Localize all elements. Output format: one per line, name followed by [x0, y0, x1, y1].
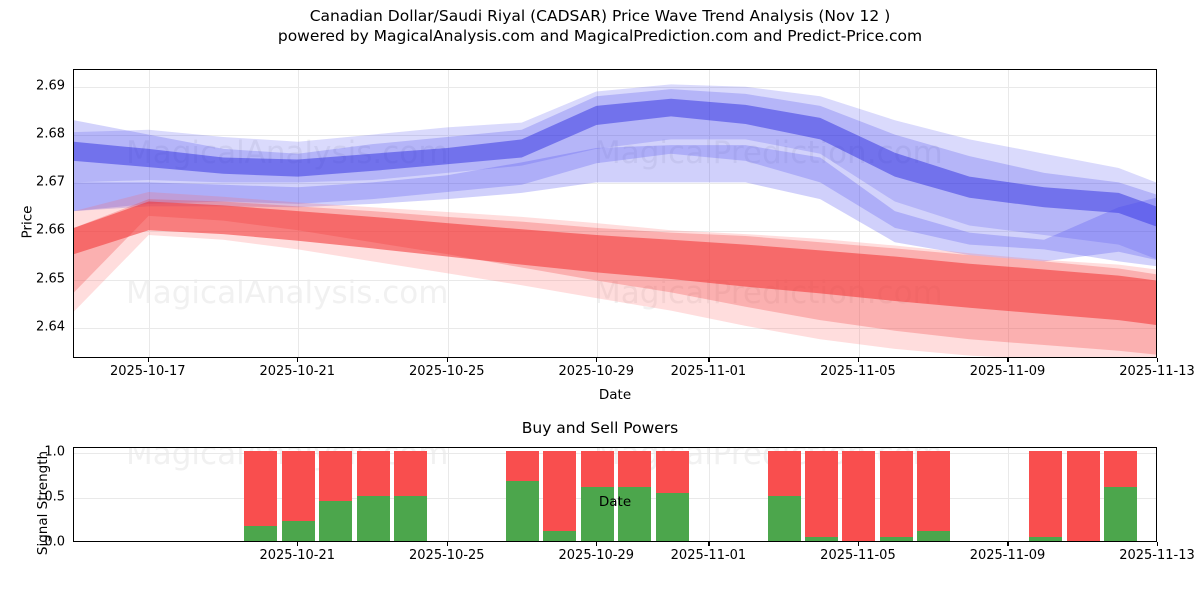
buy-power-segment	[244, 526, 277, 541]
signal-xtick-label: 2025-11-13	[1119, 548, 1195, 563]
signal-xtick	[708, 542, 709, 546]
signal-xtick-label: 2025-11-05	[820, 548, 896, 563]
price-ytick-label: 2.66	[36, 223, 65, 238]
price-xtick-label: 2025-10-29	[559, 364, 635, 379]
signal-xtick-label: 2025-10-29	[559, 548, 635, 563]
price-ytick-label: 2.67	[36, 175, 65, 190]
sell-power-segment	[1104, 451, 1137, 487]
signal-gridline-h	[74, 453, 1156, 454]
price-xtick-label: 2025-10-21	[259, 364, 335, 379]
sell-power-segment	[768, 451, 801, 496]
buy-power-segment	[543, 531, 576, 541]
signal-xtick	[1007, 542, 1008, 546]
sell-power-segment	[357, 451, 390, 496]
price-ytick-label: 2.69	[36, 78, 65, 93]
price-wave-bands	[74, 70, 1156, 357]
buy-power-segment	[805, 537, 838, 541]
signal-xtick	[858, 542, 859, 546]
price-xtick	[596, 358, 597, 362]
price-xtick-label: 2025-11-09	[970, 364, 1046, 379]
price-xtick	[148, 358, 149, 362]
price-ytick-label: 2.68	[36, 127, 65, 142]
signal-ytick-label: 0.5	[44, 490, 65, 505]
price-xtick	[447, 358, 448, 362]
price-xtick-label: 2025-11-05	[820, 364, 896, 379]
signal-chart-title: Buy and Sell Powers	[0, 419, 1200, 437]
signal-xtick	[596, 542, 597, 546]
buy-power-segment	[282, 521, 315, 541]
buy-sell-powers-panel: MagicalAnalysis.comMagicalPrediction.com…	[73, 447, 1157, 542]
price-xtick-label: 2025-10-17	[110, 364, 186, 379]
sell-power-segment	[282, 451, 315, 521]
signal-xtick	[297, 542, 298, 546]
signal-xtick	[447, 542, 448, 546]
price-xaxis-title: Date	[73, 387, 1157, 403]
price-wave-panel: MagicalAnalysis.comMagicalPrediction.com…	[73, 69, 1157, 358]
price-xtick-label: 2025-11-13	[1119, 364, 1195, 379]
signal-xtick-label: 2025-11-09	[970, 548, 1046, 563]
signal-xaxis-title: Date	[73, 494, 1157, 510]
sell-power-segment	[543, 451, 576, 531]
price-plot-area: MagicalAnalysis.comMagicalPrediction.com…	[73, 69, 1157, 358]
signal-xtick-label: 2025-10-25	[409, 548, 485, 563]
price-ytick-label: 2.65	[36, 271, 65, 286]
page-title: Canadian Dollar/Saudi Riyal (CADSAR) Pri…	[0, 6, 1200, 46]
price-yaxis-title: Price	[19, 205, 35, 238]
buy-power-segment	[1029, 537, 1062, 541]
buy-power-segment	[880, 537, 913, 541]
signal-ytick-label: 1.0	[44, 445, 65, 460]
sell-power-segment	[506, 451, 539, 481]
sell-power-segment	[581, 451, 614, 487]
sell-power-segment	[656, 451, 689, 492]
signal-xtick	[1157, 542, 1158, 546]
buy-power-segment	[506, 481, 539, 541]
signal-ytick-label: 0.0	[44, 535, 65, 550]
price-xtick	[1157, 358, 1158, 362]
price-xtick-label: 2025-11-01	[671, 364, 747, 379]
price-xtick	[1007, 358, 1008, 362]
sell-power-segment	[917, 451, 950, 531]
sell-power-segment	[618, 451, 651, 487]
price-xtick	[708, 358, 709, 362]
sell-power-segment	[244, 451, 277, 525]
buy-power-segment	[917, 531, 950, 541]
chart-title-line1: Canadian Dollar/Saudi Riyal (CADSAR) Pri…	[0, 6, 1200, 26]
chart-page: Canadian Dollar/Saudi Riyal (CADSAR) Pri…	[0, 0, 1200, 600]
chart-title-line2: powered by MagicalAnalysis.com and Magic…	[0, 26, 1200, 46]
price-ytick-label: 2.64	[36, 319, 65, 334]
price-xtick-label: 2025-10-25	[409, 364, 485, 379]
signal-xtick-label: 2025-10-21	[259, 548, 335, 563]
price-xtick	[858, 358, 859, 362]
signal-xtick-label: 2025-11-01	[671, 548, 747, 563]
price-xtick	[297, 358, 298, 362]
sell-power-segment	[394, 451, 427, 496]
